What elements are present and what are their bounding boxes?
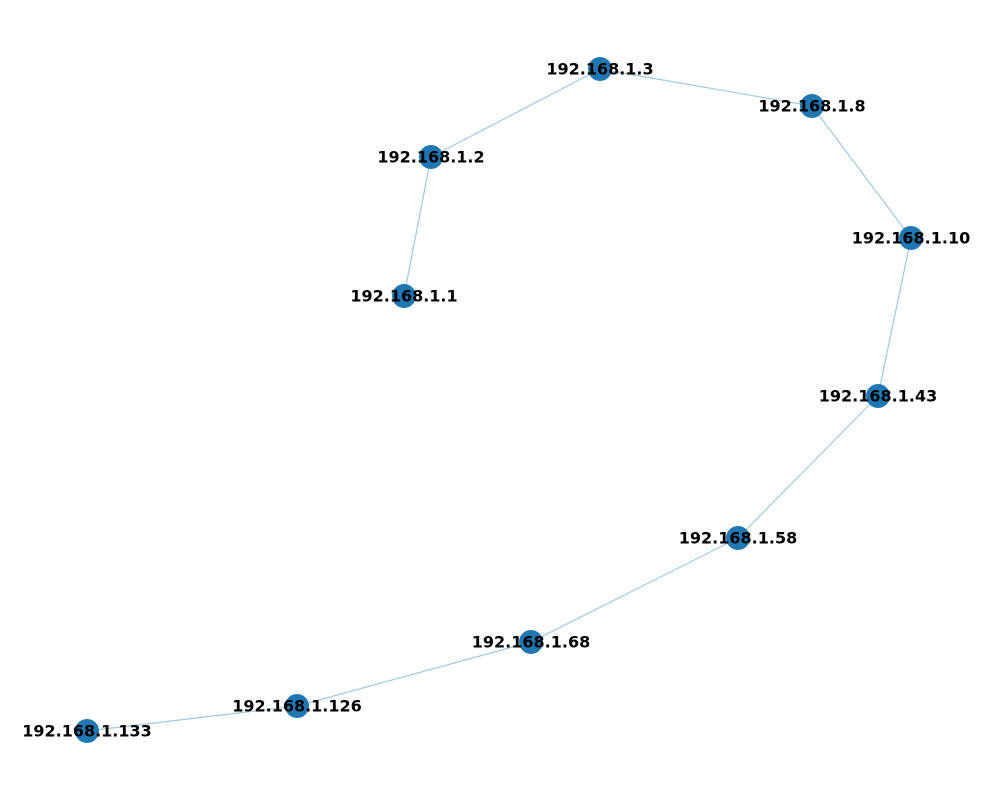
node-n4 (800, 94, 824, 118)
node-label-n3: 192.168.1.3 (546, 60, 653, 79)
node-n7 (726, 526, 750, 550)
node-n5 (899, 226, 923, 250)
nodes-layer (75, 57, 923, 743)
node-label-n10: 192.168.1.133 (22, 722, 152, 741)
edge-n8-n9 (296, 641, 532, 707)
node-n1 (392, 284, 416, 308)
node-label-n6: 192.168.1.43 (819, 387, 937, 406)
node-n2 (419, 145, 443, 169)
edges-layer (86, 68, 912, 732)
node-n3 (588, 57, 612, 81)
node-label-n2: 192.168.1.2 (377, 148, 484, 167)
edge-n6-n7 (737, 395, 879, 539)
node-label-n9: 192.168.1.126 (232, 697, 362, 716)
edge-n7-n8 (530, 537, 739, 643)
node-n8 (519, 630, 543, 654)
edge-n1-n2 (403, 156, 432, 297)
edge-n5-n6 (877, 237, 912, 397)
labels-layer: 192.168.1.1 192.168.1.2 192.168.1.3 192.168… (22, 60, 970, 741)
node-label-n1: 192.168.1.1 (350, 287, 457, 306)
node-label-n7: 192.168.1.58 (679, 529, 797, 548)
edge-n3-n4 (599, 68, 813, 107)
edge-n4-n5 (811, 105, 912, 239)
node-label-n4: 192.168.1.8 (758, 97, 865, 116)
node-label-n8: 192.168.1.68 (472, 633, 590, 652)
node-n10 (75, 719, 99, 743)
edge-n9-n10 (86, 705, 298, 732)
node-label-n5: 192.168.1.10 (852, 229, 970, 248)
node-n9 (285, 694, 309, 718)
edge-n2-n3 (430, 68, 601, 158)
node-n6 (866, 384, 890, 408)
